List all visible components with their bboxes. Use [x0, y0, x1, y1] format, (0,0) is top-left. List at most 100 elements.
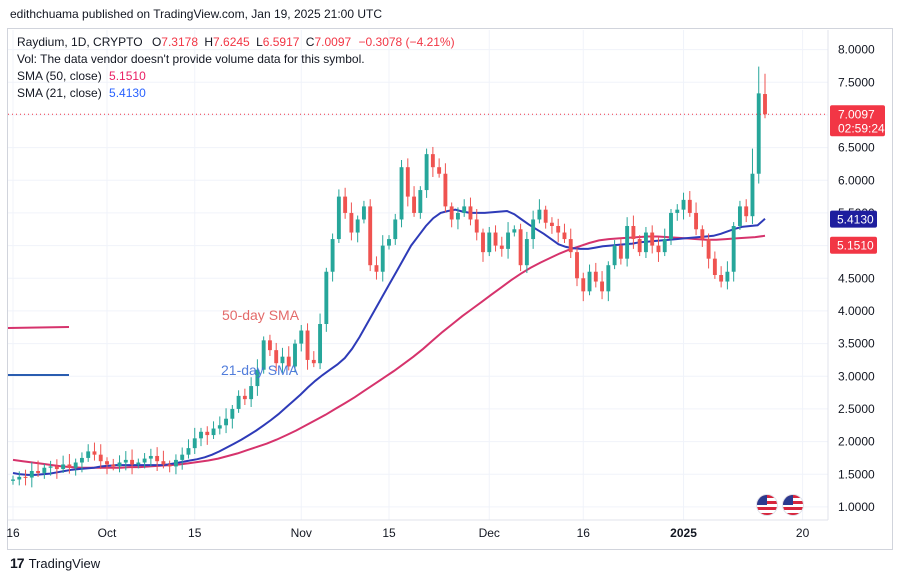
candle	[737, 200, 742, 230]
candle-body	[29, 471, 34, 478]
candle-body	[67, 464, 72, 468]
sma50-tag-value: 5.1510	[837, 239, 874, 253]
candle	[374, 256, 379, 280]
candle-body	[474, 219, 479, 233]
candle	[48, 460, 53, 476]
candle	[656, 236, 661, 262]
candle-body	[311, 359, 316, 364]
footer-branding[interactable]: 17 TradingView	[10, 555, 100, 571]
price-tick-label: 7.5000	[838, 75, 875, 89]
candle-body	[192, 438, 197, 449]
legend-volume-note: Vol: The data vendor doesn't provide vol…	[17, 52, 365, 66]
candle-body	[675, 209, 680, 213]
candle-body	[48, 466, 53, 468]
candle-body	[173, 459, 178, 467]
candle	[437, 158, 442, 178]
candle-body	[449, 206, 454, 220]
price-tick-label: 6.5000	[838, 141, 875, 155]
candle	[54, 459, 59, 479]
candle-body	[524, 239, 529, 266]
candle	[481, 228, 485, 262]
candle	[606, 261, 611, 302]
candle-body	[393, 219, 398, 240]
candles	[11, 66, 767, 488]
candle-body	[399, 167, 404, 220]
candle	[712, 251, 717, 279]
price-tick-label: 2.0000	[838, 435, 875, 449]
candle-body	[343, 196, 348, 213]
legend-ohlc-row: Raydium, 1D, CRYPTO O7.3178 H7.6245 L6.5…	[17, 34, 455, 51]
candle	[205, 426, 210, 445]
candle	[631, 215, 636, 249]
candle-body	[105, 461, 109, 465]
candle-body	[205, 431, 210, 436]
us-flag-icon-2[interactable]	[782, 494, 804, 516]
candle-body	[255, 369, 260, 387]
candle	[105, 457, 109, 475]
candle-body	[650, 232, 655, 246]
candle-body	[556, 226, 561, 233]
candle-body	[17, 476, 22, 480]
candle-body	[512, 229, 517, 233]
candle-body	[499, 245, 504, 249]
candle	[625, 217, 630, 267]
candle	[92, 442, 97, 461]
price-tick-label: 8.0000	[838, 43, 875, 57]
candle-body	[637, 239, 642, 253]
candle	[23, 469, 28, 486]
candle	[217, 416, 222, 435]
time-tick-label: 15	[188, 526, 202, 540]
time-tick-label: Nov	[291, 526, 312, 540]
legend-sma50-row[interactable]: SMA (50, close) 5.1510	[17, 68, 146, 85]
candle	[643, 226, 648, 259]
candle	[336, 189, 341, 243]
candle-body	[706, 239, 711, 259]
candle-body	[318, 324, 323, 364]
price-tick-label: 1.0000	[838, 500, 875, 514]
candle-body	[694, 212, 699, 230]
candle	[600, 271, 605, 300]
candle-body	[387, 239, 391, 246]
annotation-50day-sma: 50-day SMA	[222, 307, 300, 323]
candle	[199, 427, 203, 447]
candle	[568, 228, 573, 259]
candle-body	[199, 431, 203, 439]
legend-change: −0.3078 (−4.21%)	[358, 35, 455, 49]
time-tick-label: Dec	[479, 526, 500, 540]
candle	[549, 217, 554, 234]
candle	[612, 240, 617, 270]
candle-body	[669, 212, 673, 240]
candle-body	[662, 239, 667, 253]
candle-body	[518, 229, 523, 266]
us-flag-icon[interactable]	[756, 494, 778, 516]
candle-body	[462, 206, 467, 213]
candle	[305, 323, 310, 370]
candle-body	[274, 350, 279, 364]
candle	[744, 199, 749, 223]
candle-body	[506, 232, 511, 249]
candle	[36, 460, 41, 477]
candle-body	[374, 265, 379, 272]
candle	[650, 225, 655, 254]
candle-body	[618, 245, 623, 259]
time-tick-label: 15	[382, 526, 396, 540]
legend-close-value: 7.0097	[314, 35, 352, 49]
candle	[430, 146, 435, 177]
candle	[111, 458, 116, 471]
candle-body	[424, 154, 429, 191]
candle-body	[330, 239, 335, 272]
candle	[286, 346, 291, 371]
legend-sma21-row[interactable]: SMA (21, close) 5.4130	[17, 85, 146, 102]
currency-flags[interactable]	[756, 494, 808, 516]
candle-body	[380, 245, 385, 272]
candle-body	[643, 232, 648, 253]
candle-body	[412, 196, 417, 213]
sma50-legend-swatch	[7, 326, 70, 329]
chart-grid	[8, 30, 829, 521]
candle-body	[763, 94, 767, 115]
sma50-price-tag	[830, 236, 877, 254]
candle	[249, 377, 254, 407]
candle	[180, 447, 185, 470]
